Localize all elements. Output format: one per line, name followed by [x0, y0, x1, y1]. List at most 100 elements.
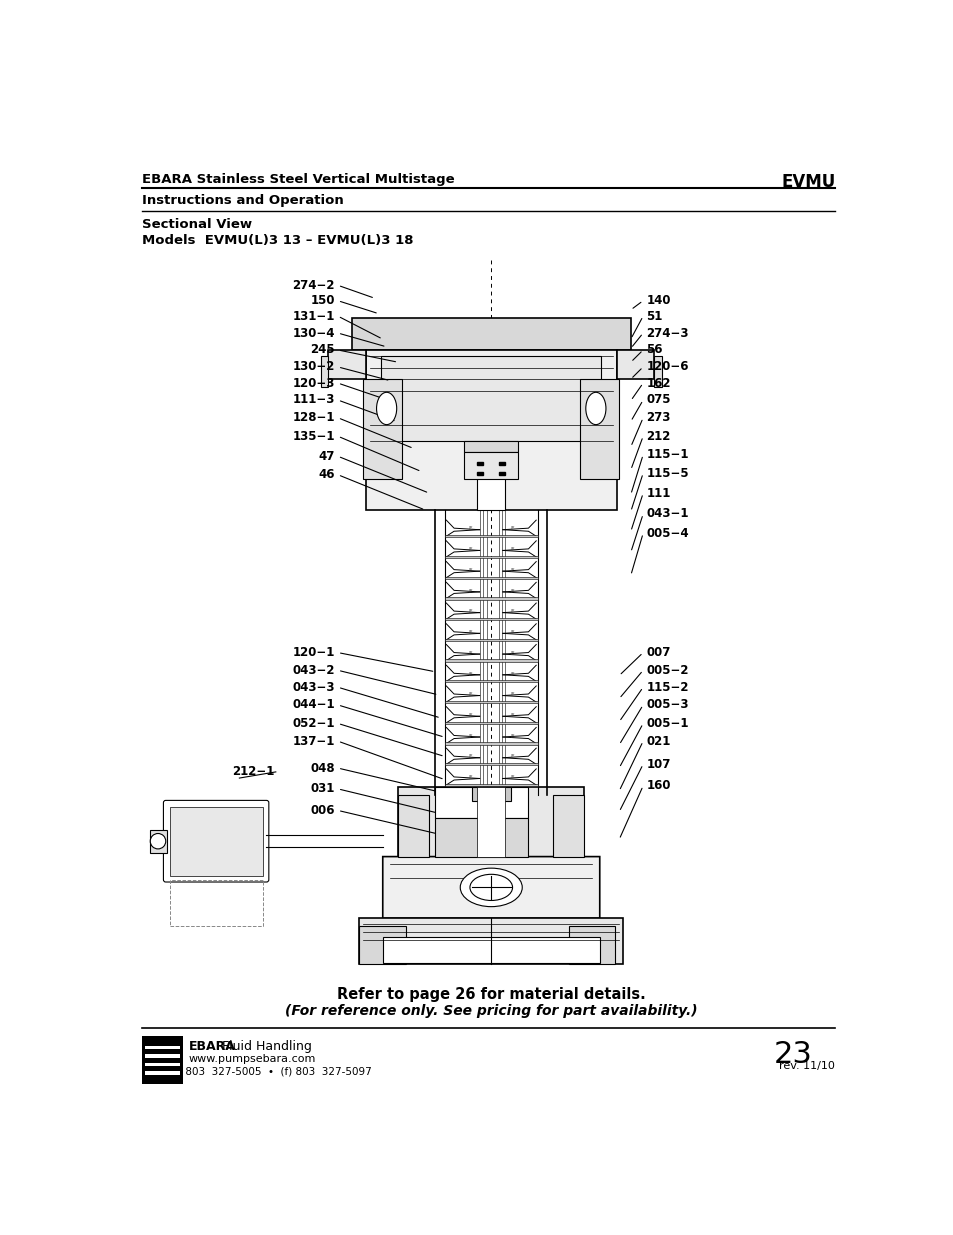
Bar	[476, 472, 483, 474]
Bar	[363, 379, 402, 479]
Text: 130−4: 130−4	[292, 326, 335, 340]
Text: F: F	[468, 568, 472, 573]
Text: 120−1: 120−1	[292, 646, 335, 659]
Text: F: F	[468, 776, 472, 781]
Text: 111−3: 111−3	[292, 394, 335, 406]
Text: 245: 245	[310, 343, 335, 357]
Bar	[553, 795, 583, 857]
Bar	[476, 452, 505, 510]
Text: F: F	[468, 547, 472, 552]
Text: 137−1: 137−1	[292, 735, 335, 747]
Text: 150: 150	[310, 294, 335, 308]
Text: 212−1: 212−1	[232, 766, 274, 778]
Text: EBARA Stainless Steel Vertical Multistage: EBARA Stainless Steel Vertical Multistag…	[142, 173, 455, 185]
Bar	[654, 356, 661, 387]
Text: F: F	[510, 734, 514, 739]
Bar	[359, 926, 406, 965]
Ellipse shape	[585, 393, 605, 425]
Bar	[444, 701, 537, 703]
Text: Sectional View: Sectional View	[142, 217, 253, 231]
Text: 120−3: 120−3	[292, 377, 335, 389]
Bar	[145, 1072, 180, 1074]
Text: 048: 048	[310, 762, 335, 774]
Bar	[444, 618, 537, 620]
Text: F: F	[510, 755, 514, 760]
Text: F: F	[510, 630, 514, 635]
Text: 111: 111	[645, 487, 670, 500]
Text: F: F	[468, 630, 472, 635]
Bar	[397, 795, 429, 857]
Text: F: F	[510, 713, 514, 718]
Bar	[444, 577, 537, 579]
Ellipse shape	[470, 874, 512, 900]
Ellipse shape	[459, 868, 521, 906]
Text: F: F	[510, 672, 514, 677]
Text: 274−3: 274−3	[645, 326, 688, 340]
Bar	[320, 356, 328, 387]
Text: 130−2: 130−2	[292, 361, 335, 373]
Bar	[444, 598, 537, 599]
Text: 51: 51	[645, 310, 662, 322]
Text: 043−2: 043−2	[292, 663, 335, 677]
Text: F: F	[510, 609, 514, 614]
Text: F: F	[510, 693, 514, 698]
Bar	[142, 1036, 183, 1084]
Text: 160: 160	[645, 779, 670, 793]
Text: 021: 021	[645, 735, 670, 747]
Bar	[579, 379, 618, 479]
Bar	[464, 452, 517, 479]
Text: 075: 075	[645, 394, 670, 406]
Bar	[150, 830, 167, 852]
Text: 115−5: 115−5	[645, 467, 688, 479]
Text: 005−1: 005−1	[645, 716, 688, 730]
Text: 005−3: 005−3	[645, 699, 688, 711]
Bar	[472, 787, 510, 802]
Text: F: F	[468, 713, 472, 718]
Text: 273: 273	[645, 411, 670, 424]
Text: 052−1: 052−1	[292, 716, 335, 730]
Bar	[444, 742, 537, 745]
Text: 043−3: 043−3	[292, 680, 335, 694]
Bar	[464, 441, 517, 452]
Text: 47: 47	[318, 450, 335, 463]
Bar	[170, 806, 262, 876]
Bar	[435, 787, 528, 818]
Text: 128−1: 128−1	[292, 411, 335, 424]
Text: 131−1: 131−1	[292, 310, 335, 322]
Text: EBARA: EBARA	[142, 1067, 181, 1077]
Text: 043−1: 043−1	[645, 508, 688, 520]
Text: F: F	[510, 589, 514, 594]
Text: 006: 006	[310, 804, 335, 816]
Bar	[382, 937, 599, 963]
Text: 135−1: 135−1	[292, 430, 335, 442]
Bar	[145, 1046, 180, 1049]
Text: 46: 46	[318, 468, 335, 482]
Text: 140: 140	[645, 294, 670, 308]
Text: 007: 007	[645, 646, 670, 659]
Bar	[444, 784, 537, 787]
Text: F: F	[468, 734, 472, 739]
Bar	[328, 350, 365, 379]
Text: 274−2: 274−2	[292, 279, 335, 291]
Text: www.pumpsebara.com: www.pumpsebara.com	[189, 1053, 316, 1063]
Text: 162: 162	[645, 377, 670, 389]
Bar	[359, 918, 622, 965]
Bar	[444, 659, 537, 662]
Text: (t) 803  327-5005  •  (f) 803  327-5097: (t) 803 327-5005 • (f) 803 327-5097	[171, 1067, 372, 1077]
Text: 005−4: 005−4	[645, 526, 688, 540]
Bar	[476, 462, 483, 466]
Bar	[435, 818, 528, 857]
Bar	[498, 472, 505, 474]
Text: F: F	[468, 755, 472, 760]
Text: Models  EVMU(L)3 13 – EVMU(L)3 18: Models EVMU(L)3 13 – EVMU(L)3 18	[142, 235, 414, 247]
Text: F: F	[510, 651, 514, 656]
Text: 212: 212	[645, 430, 670, 442]
Text: 115−2: 115−2	[645, 680, 688, 694]
Bar	[365, 350, 617, 510]
Bar	[444, 556, 537, 558]
Text: 23: 23	[773, 1040, 812, 1068]
Bar	[568, 926, 615, 965]
Bar	[145, 1055, 180, 1057]
Bar	[444, 763, 537, 766]
Text: 56: 56	[645, 343, 662, 357]
